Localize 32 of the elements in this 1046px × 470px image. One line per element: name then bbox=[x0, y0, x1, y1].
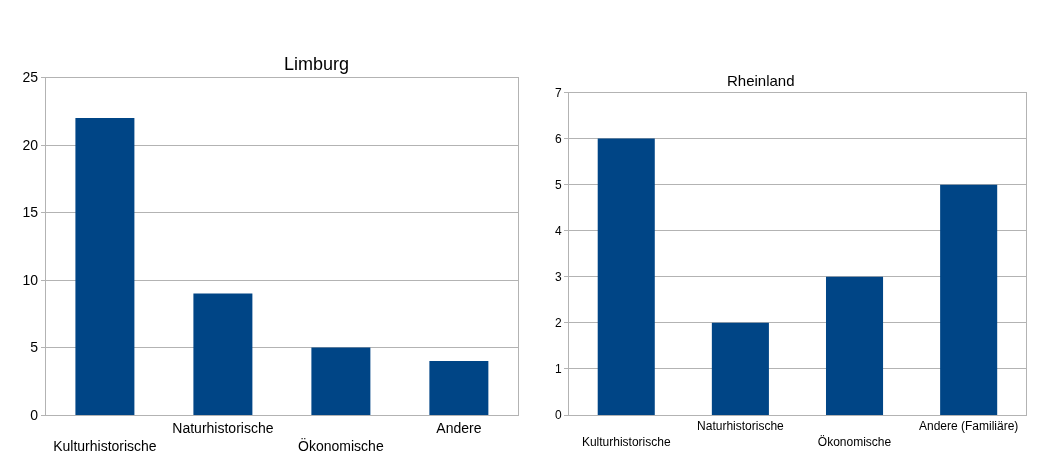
y-tick-label: 1 bbox=[555, 362, 563, 377]
y-tick-label: 2 bbox=[555, 316, 563, 331]
bar bbox=[311, 347, 371, 415]
y-tick-label: 0 bbox=[555, 408, 563, 423]
y-tick-label: 3 bbox=[555, 269, 563, 284]
y-tick-label: 6 bbox=[555, 131, 563, 146]
x-tick-label: Kulturhistorische bbox=[581, 435, 671, 449]
y-tick-label: 5 bbox=[30, 339, 39, 356]
bar bbox=[711, 322, 769, 415]
x-tick-label: Ökonomische bbox=[817, 435, 892, 449]
bar bbox=[193, 293, 253, 415]
y-tick-label: 15 bbox=[22, 204, 39, 221]
y-tick-label: 25 bbox=[22, 69, 39, 86]
bar bbox=[940, 184, 998, 415]
y-tick-label: 7 bbox=[555, 85, 563, 100]
y-tick-label: 5 bbox=[555, 177, 563, 192]
x-tick-label: Andere bbox=[436, 419, 482, 436]
bar bbox=[75, 118, 135, 415]
x-tick-label: Naturhistorische bbox=[172, 419, 274, 436]
bar bbox=[597, 138, 655, 415]
x-tick-label: Ökonomische bbox=[298, 437, 384, 454]
x-tick-label: Naturhistorische bbox=[697, 419, 785, 434]
x-tick-label: Kulturhistorische bbox=[53, 438, 157, 454]
bar bbox=[429, 361, 489, 415]
bar bbox=[825, 276, 884, 415]
chart-title: Rheinland bbox=[727, 72, 795, 89]
y-tick-label: 0 bbox=[30, 406, 39, 423]
y-tick-label: 20 bbox=[22, 136, 39, 153]
y-tick-label: 10 bbox=[22, 271, 39, 288]
y-tick-label: 4 bbox=[555, 223, 563, 238]
chart-title: Limburg bbox=[284, 54, 350, 74]
x-tick-label: Andere (Familiäre) bbox=[918, 419, 1019, 434]
